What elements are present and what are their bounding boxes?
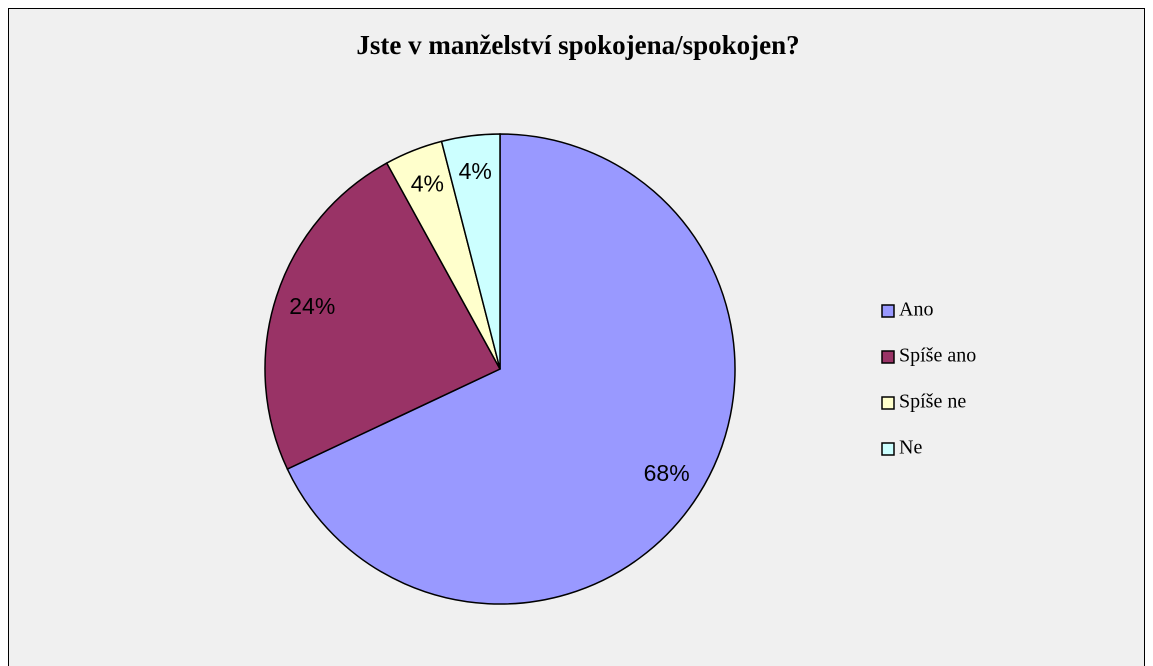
pie-slice <box>264 162 502 471</box>
legend-swatch <box>881 350 895 364</box>
legend-label: Spíše ne <box>899 391 966 413</box>
data-label: 24% <box>289 293 335 319</box>
data-label: 4% <box>411 171 444 197</box>
pie-slice <box>286 133 736 605</box>
pie-slice <box>440 133 501 370</box>
data-label: 4% <box>459 158 492 184</box>
legend-swatch <box>881 442 895 456</box>
legend-label: Spíše ano <box>899 345 976 367</box>
data-label: 68% <box>644 460 690 486</box>
legend-label: Ano <box>899 299 933 321</box>
legend-swatch <box>881 304 895 318</box>
legend-swatch <box>881 396 895 410</box>
legend-label: Ne <box>899 437 922 459</box>
chart-title: Jste v manželství spokojena/spokojen? <box>356 30 799 60</box>
